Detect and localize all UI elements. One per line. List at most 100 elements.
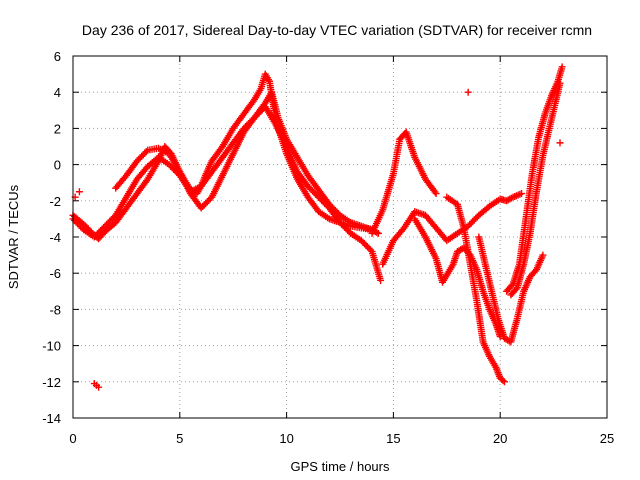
data-point: [95, 383, 103, 391]
data-marks: [69, 63, 566, 391]
data-point: [365, 244, 373, 252]
data-point: [539, 251, 547, 259]
x-tick-label: 5: [176, 431, 183, 446]
x-tick-label: 25: [600, 431, 614, 446]
y-tick-label: 2: [54, 121, 61, 136]
y-tick-label: 0: [54, 158, 61, 173]
data-point: [141, 149, 149, 157]
data-point: [167, 162, 175, 170]
data-point: [374, 229, 382, 237]
data-point: [307, 185, 315, 193]
data-point: [377, 276, 385, 284]
y-tick-label: -14: [42, 411, 61, 426]
y-tick-label: -12: [42, 375, 61, 390]
data-point: [90, 233, 98, 241]
y-tick-label: -6: [49, 266, 61, 281]
data-point: [203, 198, 211, 206]
series-track-g: [443, 193, 508, 386]
data-point: [466, 221, 474, 229]
y-tick-label: -4: [49, 230, 61, 245]
series-track-h: [475, 233, 547, 346]
data-point: [325, 200, 333, 208]
x-axis-label: GPS time / hours: [291, 459, 390, 474]
data-point: [100, 224, 108, 232]
data-point: [101, 222, 109, 230]
data-point: [107, 216, 115, 224]
data-point: [104, 219, 112, 227]
data-point: [309, 187, 317, 195]
data-point: [75, 221, 83, 229]
data-point: [357, 237, 365, 245]
data-point: [312, 190, 320, 198]
data-point: [518, 190, 526, 198]
data-point: [133, 157, 141, 165]
data-point: [333, 208, 341, 216]
data-point: [109, 214, 117, 222]
data-point: [74, 220, 82, 228]
x-tick-label: 15: [386, 431, 400, 446]
data-point: [469, 217, 477, 225]
data-point: [342, 225, 350, 233]
data-point: [98, 225, 106, 233]
data-point: [92, 231, 100, 239]
data-point: [558, 63, 566, 71]
data-point: [338, 220, 346, 228]
data-point: [470, 216, 478, 224]
y-tick-label: -8: [49, 302, 61, 317]
data-point: [200, 201, 208, 209]
data-point: [367, 246, 375, 254]
data-point: [359, 238, 367, 246]
data-point: [467, 219, 475, 227]
data-point: [499, 377, 507, 385]
data-point: [313, 192, 321, 200]
data-point: [135, 155, 143, 163]
data-point: [328, 204, 336, 212]
series-outliers: [71, 88, 564, 391]
x-tick-label: 10: [279, 431, 293, 446]
data-point: [197, 204, 205, 212]
data-point: [556, 139, 564, 147]
series-track-j: [507, 79, 564, 299]
data-point: [136, 154, 144, 162]
data-point: [199, 202, 207, 210]
data-point: [310, 189, 318, 197]
data-point: [500, 378, 508, 386]
data-point: [304, 182, 312, 190]
y-tick-label: 6: [54, 49, 61, 64]
chart-title: Day 236 of 2017, Sidereal Day-to-day VTE…: [82, 22, 592, 38]
data-point: [336, 219, 344, 227]
data-point: [202, 199, 210, 207]
data-point: [93, 230, 101, 238]
data-point: [142, 148, 150, 156]
data-point: [341, 223, 349, 231]
y-tick-label: 4: [54, 85, 61, 100]
data-point: [431, 188, 439, 196]
x-tick-label: 0: [69, 431, 76, 446]
data-point: [360, 240, 368, 248]
data-point: [95, 228, 103, 236]
series-track-b: [69, 103, 385, 284]
y-tick-label: -10: [42, 339, 61, 354]
data-point: [77, 223, 85, 231]
data-point: [315, 193, 323, 201]
data-point: [556, 79, 564, 87]
data-point: [344, 226, 352, 234]
axes: 0 5 10 15 20 25 -14 -12 -10 -8 -6 -4 -2 0 2 4 6: [42, 49, 614, 446]
plot-frame: [72, 55, 608, 419]
data-point: [327, 202, 335, 210]
data-point: [205, 196, 213, 204]
data-point: [330, 205, 338, 213]
data-point: [106, 217, 114, 225]
data-point: [472, 214, 480, 222]
data-point: [363, 243, 371, 251]
data-point: [75, 188, 83, 196]
series-track-d: [368, 128, 440, 237]
data-point: [71, 216, 79, 224]
x-tick-label: 20: [493, 431, 507, 446]
data-point: [507, 194, 515, 202]
data-point: [331, 207, 339, 215]
data-point: [103, 221, 111, 229]
data-point: [72, 218, 80, 226]
data-point: [339, 222, 347, 230]
